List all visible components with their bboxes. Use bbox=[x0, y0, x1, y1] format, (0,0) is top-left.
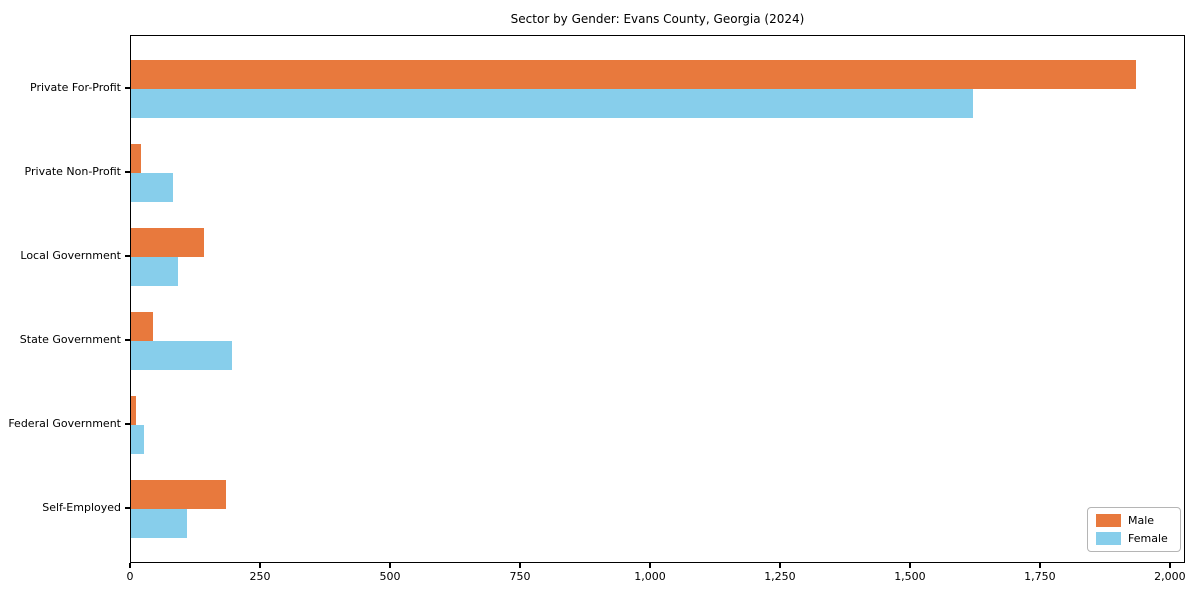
y-tick-mark bbox=[125, 171, 130, 173]
y-tick-label-private-non-profit: Private Non-Profit bbox=[24, 165, 121, 178]
x-tick-mark bbox=[129, 563, 131, 568]
x-tick-mark bbox=[389, 563, 391, 568]
legend-label-male: Male bbox=[1128, 514, 1155, 527]
y-tick-mark bbox=[125, 339, 130, 341]
bar-male-private-for-profit bbox=[131, 60, 1137, 89]
x-tick-mark bbox=[1169, 563, 1171, 568]
x-tick-label-250: 250 bbox=[249, 570, 271, 583]
plot-area bbox=[130, 35, 1185, 563]
x-tick-mark bbox=[779, 563, 781, 568]
bar-male-state-government bbox=[131, 312, 154, 341]
legend-item-female: Female bbox=[1096, 532, 1172, 545]
y-tick-label-state-government: State Government bbox=[19, 333, 121, 346]
bar-female-federal-government bbox=[131, 425, 144, 454]
y-tick-mark bbox=[125, 87, 130, 89]
bar-female-private-non-profit bbox=[131, 173, 173, 202]
legend-item-male: Male bbox=[1096, 514, 1172, 527]
female-swatch-icon bbox=[1096, 532, 1121, 545]
x-tick-label-1-750: 1,750 bbox=[1024, 570, 1056, 583]
x-tick-label-1-000: 1,000 bbox=[634, 570, 666, 583]
y-tick-mark bbox=[125, 507, 130, 509]
chart-title: Sector by Gender: Evans County, Georgia … bbox=[510, 12, 805, 26]
legend-label-female: Female bbox=[1128, 532, 1168, 545]
x-tick-mark bbox=[519, 563, 521, 568]
y-tick-label-private-for-profit: Private For-Profit bbox=[30, 81, 121, 94]
bar-male-local-government bbox=[131, 228, 204, 257]
x-tick-mark bbox=[649, 563, 651, 568]
y-tick-label-federal-government: Federal Government bbox=[8, 417, 121, 430]
x-tick-label-0: 0 bbox=[126, 570, 134, 583]
male-swatch-icon bbox=[1096, 514, 1121, 527]
x-tick-mark bbox=[259, 563, 261, 568]
y-tick-label-self-employed: Self-Employed bbox=[42, 501, 121, 514]
bar-female-self-employed bbox=[131, 509, 188, 538]
x-tick-label-2-000: 2,000 bbox=[1154, 570, 1186, 583]
y-tick-mark bbox=[125, 255, 130, 257]
bar-male-federal-government bbox=[131, 396, 136, 425]
x-tick-label-1-250: 1,250 bbox=[764, 570, 796, 583]
x-tick-label-1-500: 1,500 bbox=[894, 570, 926, 583]
bar-female-state-government bbox=[131, 341, 233, 370]
bar-female-local-government bbox=[131, 257, 178, 286]
bar-male-self-employed bbox=[131, 480, 227, 509]
x-tick-label-750: 750 bbox=[509, 570, 531, 583]
bar-male-private-non-profit bbox=[131, 144, 142, 173]
x-tick-mark bbox=[1039, 563, 1041, 568]
x-tick-mark bbox=[909, 563, 911, 568]
x-tick-label-500: 500 bbox=[379, 570, 401, 583]
y-tick-mark bbox=[125, 423, 130, 425]
bar-female-private-for-profit bbox=[131, 89, 974, 118]
legend: Male Female bbox=[1087, 507, 1181, 552]
y-tick-label-local-government: Local Government bbox=[20, 249, 121, 262]
